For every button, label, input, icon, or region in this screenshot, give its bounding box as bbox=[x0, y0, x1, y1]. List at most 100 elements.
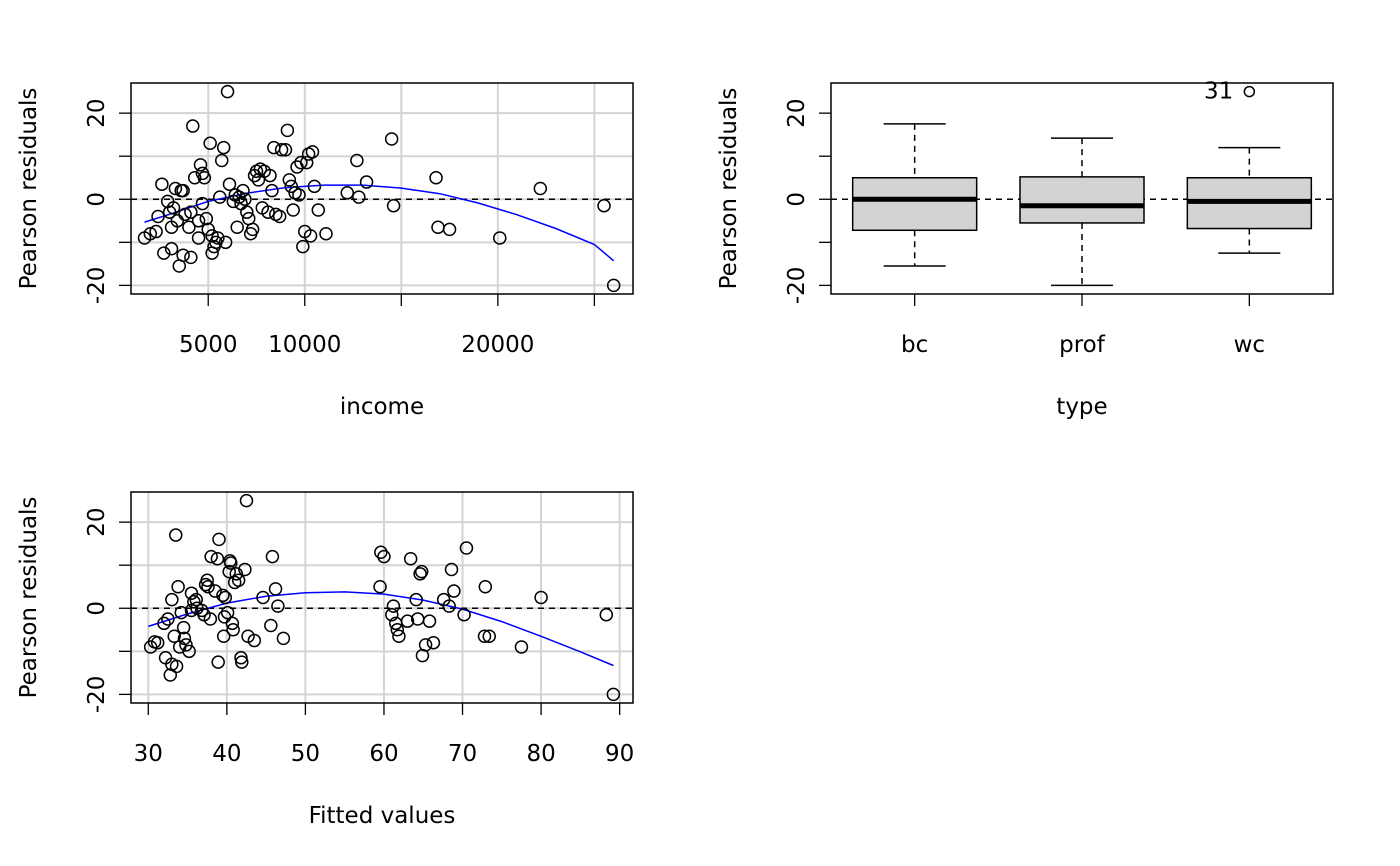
smooth-fit-curve bbox=[144, 184, 615, 262]
y-tick-label: -20 bbox=[84, 267, 110, 305]
data-point bbox=[222, 177, 237, 191]
data-point bbox=[247, 633, 262, 648]
data-point bbox=[214, 153, 229, 168]
y-tick-label: -20 bbox=[84, 676, 110, 714]
data-point bbox=[168, 181, 183, 196]
y-axis-label: Pearson residuals bbox=[16, 497, 42, 699]
data-point bbox=[216, 140, 231, 155]
data-point bbox=[606, 278, 621, 293]
data-point bbox=[201, 222, 215, 237]
data-point bbox=[599, 607, 614, 622]
data-point bbox=[422, 614, 437, 628]
data-point bbox=[457, 607, 471, 622]
data-point bbox=[268, 582, 283, 596]
data-point bbox=[166, 201, 181, 215]
data-point bbox=[178, 207, 192, 222]
data-point bbox=[236, 183, 250, 198]
data-point bbox=[169, 528, 183, 542]
data-point bbox=[256, 590, 270, 605]
box-prof bbox=[1019, 137, 1145, 287]
data-point bbox=[459, 541, 474, 555]
data-point bbox=[264, 618, 278, 633]
data-point bbox=[155, 177, 169, 191]
data-point bbox=[239, 493, 254, 508]
data-point bbox=[182, 220, 196, 235]
x-tick-label: wc bbox=[1234, 332, 1265, 358]
data-point bbox=[163, 668, 178, 682]
data-point bbox=[143, 226, 158, 241]
x-axis-label: Fitted values bbox=[309, 803, 456, 829]
data-point bbox=[211, 231, 225, 245]
y-tick-label: -20 bbox=[784, 267, 810, 305]
data-point bbox=[442, 599, 456, 613]
data-point bbox=[222, 564, 236, 579]
data-point bbox=[245, 222, 260, 237]
data-point bbox=[174, 605, 189, 620]
x-axis-label: type bbox=[1056, 394, 1107, 420]
data-point bbox=[208, 584, 222, 598]
x-tick-label: 10000 bbox=[268, 332, 341, 358]
data-point bbox=[203, 612, 218, 626]
data-point bbox=[216, 588, 230, 603]
data-point bbox=[319, 226, 333, 241]
data-point bbox=[307, 179, 322, 194]
data-point bbox=[276, 631, 291, 646]
data-point bbox=[426, 635, 441, 650]
data-point bbox=[282, 173, 297, 187]
data-point bbox=[179, 638, 193, 652]
plot-frame bbox=[130, 82, 634, 295]
data-point bbox=[292, 188, 306, 202]
data-point bbox=[234, 651, 248, 665]
data-point bbox=[161, 612, 175, 626]
data-point bbox=[447, 584, 461, 598]
data-point bbox=[272, 209, 287, 224]
data-point bbox=[294, 155, 308, 170]
data-point bbox=[149, 224, 163, 239]
data-point bbox=[231, 573, 246, 588]
data-point bbox=[296, 239, 310, 254]
x-tick-label: prof bbox=[1059, 332, 1106, 358]
iqr-box bbox=[851, 176, 978, 232]
data-point bbox=[390, 623, 405, 637]
data-point bbox=[374, 545, 388, 560]
data-point bbox=[199, 211, 214, 226]
box-wc bbox=[1186, 146, 1313, 254]
data-point bbox=[442, 222, 457, 237]
data-point bbox=[201, 579, 215, 594]
data-point bbox=[230, 220, 244, 235]
data-point bbox=[218, 235, 233, 250]
y-tick-label: 0 bbox=[84, 192, 110, 207]
data-point bbox=[414, 564, 429, 579]
income-residual-plot: 5000 10000 20000 -20 0 20 income Pearson resi… bbox=[16, 82, 634, 420]
data-point bbox=[418, 638, 433, 652]
data-point bbox=[224, 556, 238, 570]
data-point bbox=[386, 599, 401, 613]
data-point bbox=[482, 629, 496, 644]
data-point bbox=[385, 607, 399, 622]
data-point bbox=[265, 183, 279, 198]
data-point bbox=[392, 629, 406, 644]
x-tick-label: 5000 bbox=[179, 332, 238, 358]
data-point bbox=[165, 592, 179, 607]
data-point bbox=[311, 203, 326, 217]
data-point bbox=[176, 183, 190, 198]
data-point bbox=[195, 196, 210, 211]
data-point bbox=[350, 153, 364, 168]
data-point bbox=[176, 248, 190, 262]
data-point bbox=[213, 190, 227, 204]
data-point bbox=[274, 142, 289, 157]
data-point bbox=[210, 551, 225, 566]
y-axis-label: Pearson residuals bbox=[716, 88, 742, 290]
y-tick-label: 0 bbox=[784, 192, 810, 207]
x-tick-label: 50 bbox=[291, 741, 320, 767]
data-point bbox=[477, 629, 492, 644]
data-point bbox=[191, 231, 206, 245]
x-tick-label: 70 bbox=[448, 741, 477, 767]
data-point bbox=[597, 198, 611, 213]
data-point bbox=[238, 562, 252, 577]
data-point bbox=[271, 599, 285, 613]
data-point bbox=[284, 179, 299, 194]
data-point bbox=[359, 175, 374, 189]
iqr-box bbox=[1019, 176, 1145, 224]
x-axis-label: income bbox=[340, 394, 424, 420]
